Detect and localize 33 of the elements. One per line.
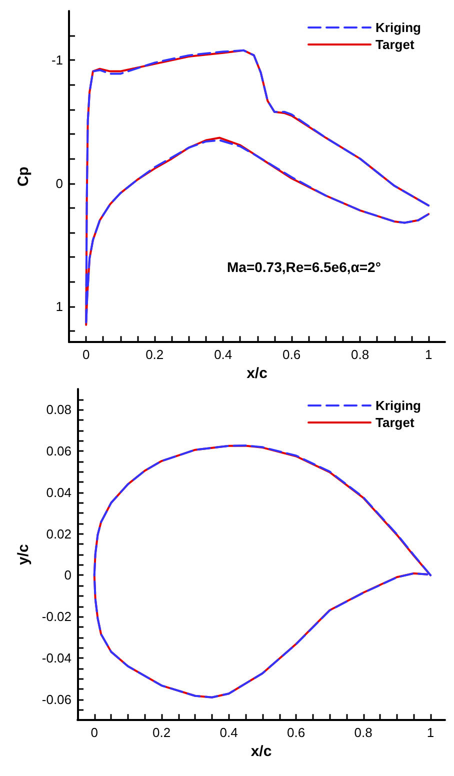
x-tick-label: 0.6: [287, 725, 306, 740]
y-tick-label: -0.04: [42, 650, 72, 666]
annotation: Ma=0.73,Re=6.5e6,α=2°: [227, 259, 381, 275]
y-tick-label: 0.06: [46, 444, 72, 459]
y-tick-label: 0.08: [46, 402, 72, 418]
line-series: [93, 444, 432, 698]
legend-label: Target: [376, 37, 415, 52]
legend-label: Target: [376, 415, 415, 430]
x-tick-label: 1: [426, 725, 434, 740]
legend-label: Kriging: [376, 20, 422, 35]
x-tick-label: 0.8: [351, 347, 370, 362]
y-tick-label: 0.02: [46, 526, 72, 542]
legend-label: Kriging: [376, 398, 422, 413]
x-tick-label: 1: [424, 347, 432, 362]
y-tick-label: -0.06: [42, 692, 72, 707]
y-tick-label: -1: [51, 52, 63, 68]
x-tick-label: 0.6: [282, 347, 301, 362]
y-tick-label: 1: [56, 298, 63, 314]
x-axis-title: x/c: [246, 365, 268, 382]
y-axis-title: Cp: [15, 166, 32, 187]
x-tick-label: 0.2: [146, 347, 164, 362]
x-tick-label: 0.2: [152, 725, 171, 740]
y-tick-label: 0: [64, 568, 72, 583]
x-tick-label: 0: [90, 725, 98, 740]
x-tick-label: 0: [82, 347, 90, 362]
y-tick-label: -0.02: [42, 609, 72, 624]
y-axis-title: y/c: [15, 544, 32, 565]
x-axis-title: x/c: [250, 743, 272, 760]
x-tick-label: 0.4: [214, 347, 232, 362]
y-tick-label: 0.04: [46, 484, 72, 500]
x-tick-label: 0.4: [220, 725, 238, 740]
y-tick-label: 0: [56, 176, 63, 191]
x-tick-label: 0.8: [354, 725, 372, 740]
